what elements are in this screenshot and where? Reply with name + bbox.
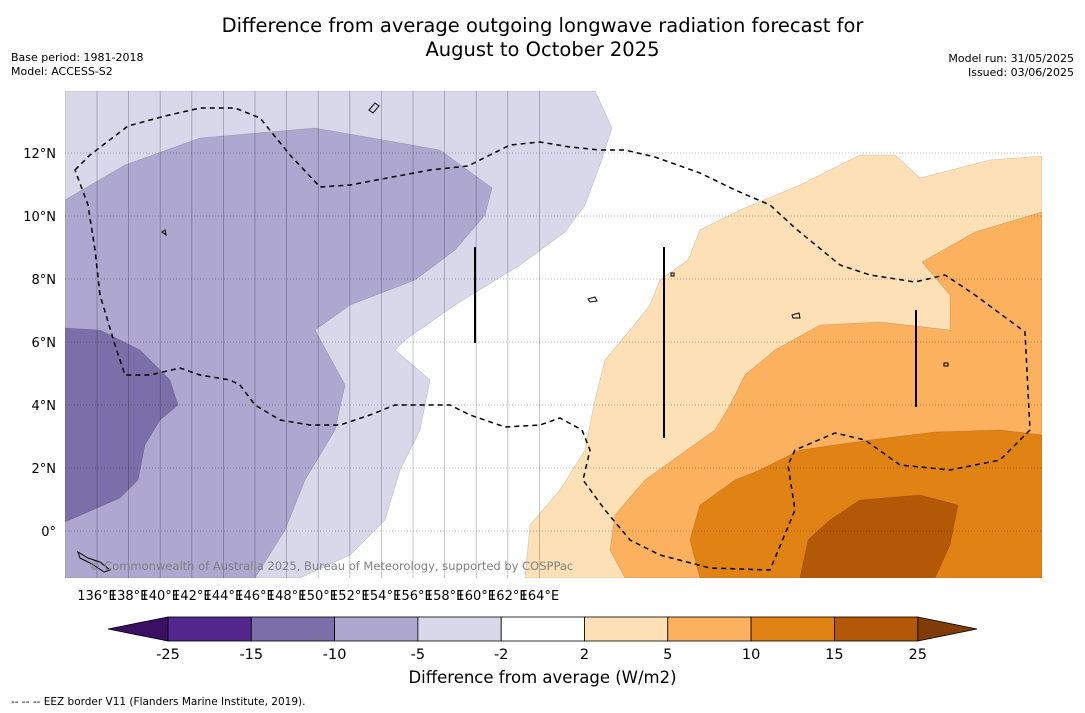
colorbar-segment bbox=[667, 616, 752, 642]
gridlines bbox=[65, 91, 1042, 578]
latitude-label: 6°N bbox=[32, 336, 57, 351]
eez-footnote: -- -- -- EEZ border V11 (Flanders Marine… bbox=[11, 696, 306, 708]
longitude-label: 152°E bbox=[330, 589, 370, 604]
latitude-label: 10°N bbox=[23, 210, 56, 225]
longitude-label: 164°E bbox=[520, 589, 560, 604]
longitude-label: 140°E bbox=[140, 589, 180, 604]
region-p15-p25 bbox=[799, 494, 959, 578]
colorbar-tick-label: 2 bbox=[580, 647, 589, 663]
issued-date: Issued: 03/06/2025 bbox=[967, 66, 1074, 79]
meta-right: Model run: 31/05/2025 Issued: 03/06/2025 bbox=[948, 52, 1074, 80]
longitude-label: 156°E bbox=[393, 589, 433, 604]
axis-labels: 136°E138°E140°E142°E144°E146°E148°E150°E… bbox=[23, 147, 559, 604]
region-n15-n10 bbox=[65, 327, 179, 523]
region-n10-n5 bbox=[65, 127, 493, 578]
colorbar-tick-label: -5 bbox=[411, 647, 425, 663]
latitude-label: 12°N bbox=[23, 147, 56, 162]
model-run: Model run: 31/05/2025 bbox=[948, 52, 1074, 65]
longitude-label: 138°E bbox=[109, 589, 149, 604]
map-area: © Commonwealth of Australia 2025, Bureau… bbox=[65, 91, 1042, 578]
base-period: Base period: 1981-2018 bbox=[11, 51, 144, 64]
colorbar-tick-label: 15 bbox=[825, 647, 843, 663]
longitude-label: 142°E bbox=[172, 589, 212, 604]
colorbar-tick-label: -25 bbox=[156, 647, 180, 663]
colorbar-segment bbox=[334, 616, 419, 642]
title-line-1: Difference from average outgoing longwav… bbox=[221, 14, 864, 37]
colorbar-segment bbox=[834, 616, 919, 642]
longitude-label: 162°E bbox=[488, 589, 528, 604]
colorbar-extend-high bbox=[917, 616, 978, 642]
colorbar-extend-low bbox=[107, 616, 169, 642]
islands bbox=[77, 102, 949, 573]
copyright-notice: © Commonwealth of Australia 2025, Bureau… bbox=[89, 559, 573, 573]
colorbar-tick-label: -15 bbox=[239, 647, 263, 663]
latitude-label: 2°N bbox=[32, 462, 57, 477]
chart-title: Difference from average outgoing longwav… bbox=[0, 14, 1085, 62]
longitude-label: 148°E bbox=[267, 589, 307, 604]
model-name: Model: ACCESS-S2 bbox=[11, 65, 113, 78]
longitude-label: 136°E bbox=[77, 589, 117, 604]
colorbar-segment bbox=[167, 616, 252, 642]
latitude-label: 0° bbox=[41, 525, 56, 540]
colorbar-tick-label: -2 bbox=[494, 647, 508, 663]
colorbar-segment bbox=[417, 616, 502, 642]
colorbar-label: Difference from average (W/m2) bbox=[408, 668, 677, 687]
latitude-label: 4°N bbox=[32, 399, 57, 414]
colorbar-segment bbox=[750, 616, 835, 642]
longitude-label: 144°E bbox=[204, 589, 244, 604]
colorbar-tick-label: 5 bbox=[663, 647, 672, 663]
longitude-label: 154°E bbox=[362, 589, 402, 604]
colorbar-tick-label: 10 bbox=[742, 647, 760, 663]
colorbar-segment bbox=[250, 616, 336, 642]
colorbar-segment bbox=[584, 616, 669, 642]
longitude-label: 146°E bbox=[235, 589, 275, 604]
colorbar-tick-label: 25 bbox=[908, 647, 926, 663]
colorbar: -25 -15 -10 -5 -2 2 5 10 15 25 bbox=[107, 616, 978, 663]
longitude-label: 158°E bbox=[425, 589, 465, 604]
eez-border-west bbox=[74, 107, 1031, 571]
title-line-2: August to October 2025 bbox=[425, 38, 660, 61]
latitude-label: 8°N bbox=[32, 273, 57, 288]
longitude-label: 160°E bbox=[456, 589, 496, 604]
colorbar-segment bbox=[500, 616, 585, 642]
longitude-label: 150°E bbox=[298, 589, 338, 604]
meta-left: Base period: 1981-2018 Model: ACCESS-S2 bbox=[11, 51, 143, 79]
colorbar-tick-label: -10 bbox=[323, 647, 347, 663]
